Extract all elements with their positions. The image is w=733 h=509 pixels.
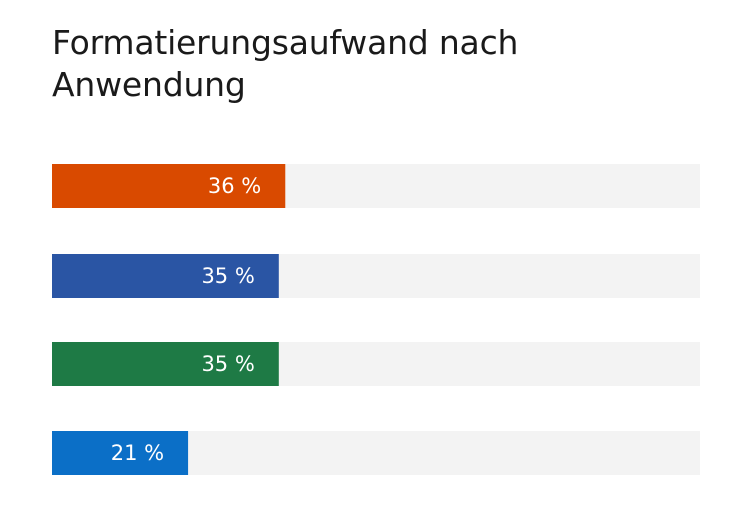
bar-value-label-4: 21 % — [111, 441, 164, 465]
bar-3 — [52, 342, 279, 386]
bar-value-label-2: 35 % — [201, 264, 254, 288]
bar-value-label-3: 35 % — [201, 352, 254, 376]
bar-4 — [52, 431, 189, 475]
bar-2 — [52, 254, 279, 298]
bar-value-label-1: 36 % — [208, 174, 261, 198]
bar-1 — [52, 164, 286, 208]
chart-title: Formatierungsaufwand nach Anwendung — [52, 23, 519, 104]
